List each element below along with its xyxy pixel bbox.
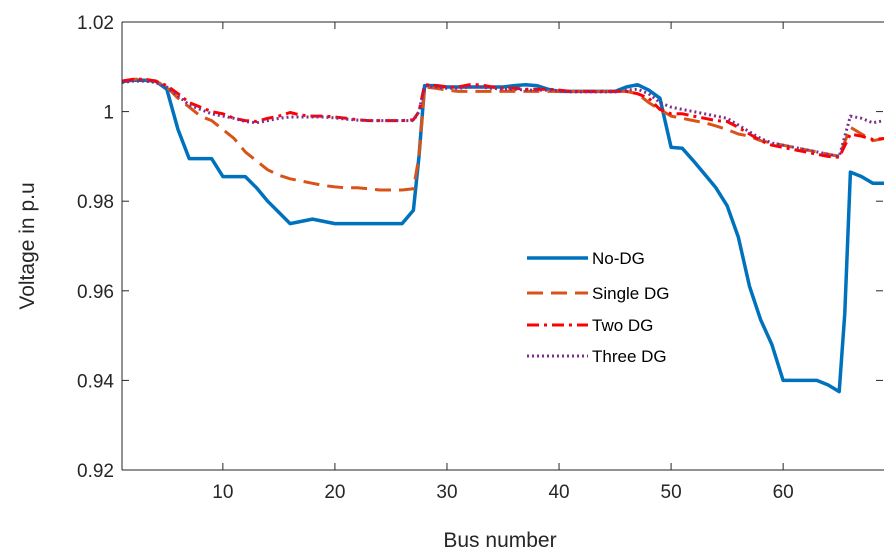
y-axis-title: Voltage in p.u [16, 182, 39, 309]
legend-label: Two DG [592, 316, 653, 335]
y-tick-label: 1 [103, 103, 114, 124]
y-tick-label: 0.92 [77, 461, 114, 482]
legend-label: Three DG [592, 347, 667, 366]
y-tick-label: 0.96 [77, 282, 114, 303]
series-line-three-dg [122, 79, 884, 158]
legend-label: Single DG [592, 284, 669, 303]
y-ticks: 0.92 0.94 0.96 0.98 1 1.02 [77, 13, 883, 482]
series-line-two-dg [122, 77, 884, 159]
legend-label: No-DG [592, 249, 645, 268]
x-tick-label: 30 [436, 482, 457, 503]
y-tick-label: 0.98 [77, 192, 114, 213]
x-tick-label: 10 [212, 482, 233, 503]
plot-area [122, 22, 884, 470]
axes [121, 21, 884, 471]
x-axis-title: Bus number [443, 529, 556, 552]
x-tick-label: 40 [548, 482, 569, 503]
x-tick-label: 20 [324, 482, 345, 503]
series-layer [122, 77, 884, 394]
y-tick-label: 1.02 [77, 13, 114, 34]
y-tick-label: 0.94 [77, 371, 114, 392]
x-tick-label: 50 [661, 482, 682, 503]
x-tick-label: 60 [773, 482, 794, 503]
legend-box [518, 238, 718, 378]
legend: No-DG Single DG Two DG Three DG [518, 238, 718, 378]
x-ticks: 10 20 30 40 50 60 [212, 22, 794, 503]
